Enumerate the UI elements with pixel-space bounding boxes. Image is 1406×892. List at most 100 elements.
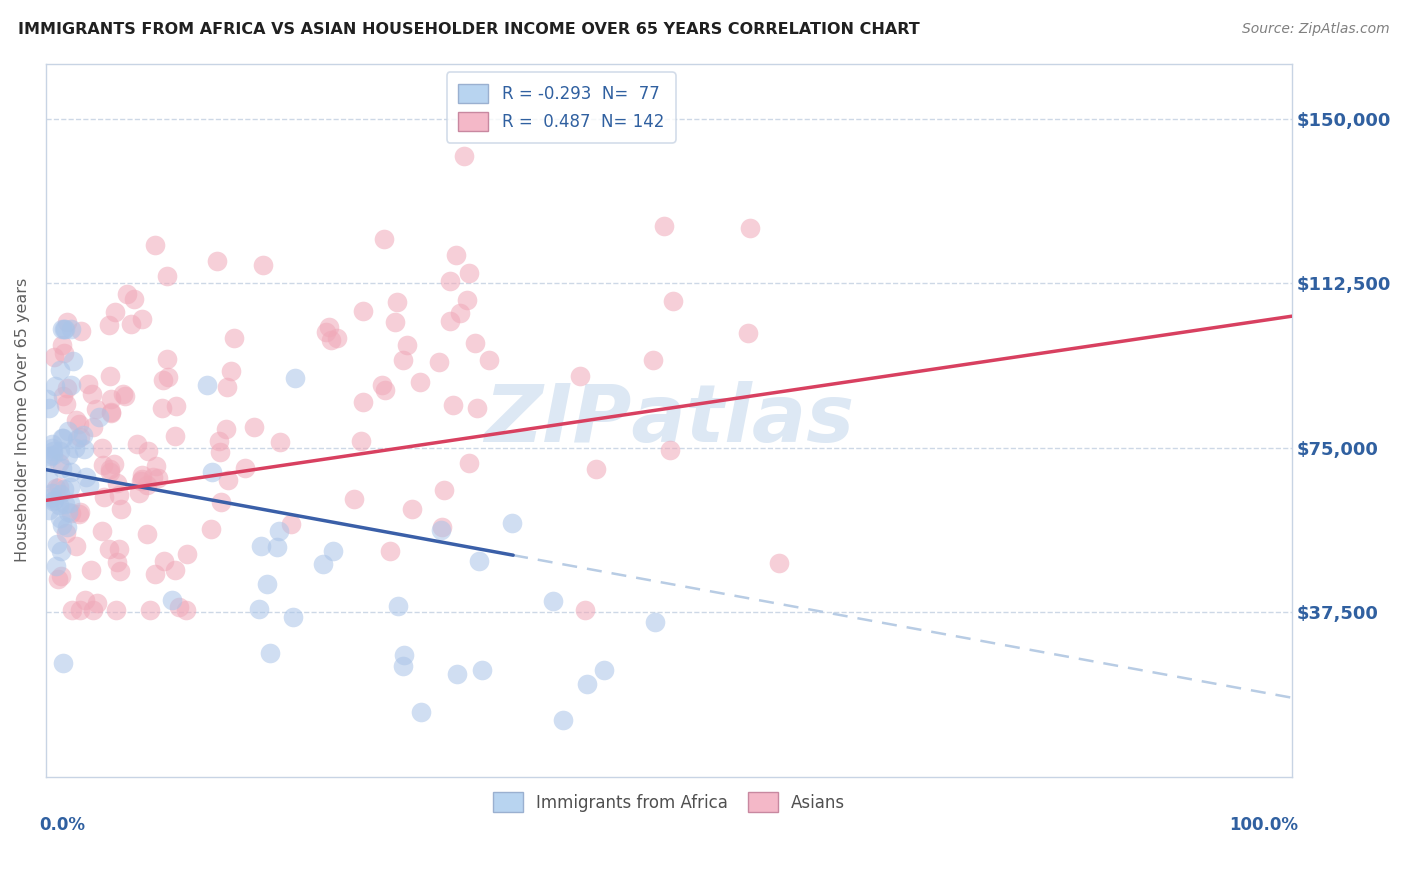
Point xyxy=(91,458,114,472)
Point xyxy=(77,478,100,492)
Point xyxy=(644,615,666,629)
Point xyxy=(155,352,177,367)
Point xyxy=(51,518,73,533)
Point xyxy=(104,305,127,319)
Point xyxy=(93,490,115,504)
Point xyxy=(53,322,76,336)
Point xyxy=(269,524,291,539)
Point xyxy=(219,364,242,378)
Point xyxy=(439,314,461,328)
Point xyxy=(280,516,302,531)
Point xyxy=(201,465,224,479)
Point xyxy=(90,524,112,539)
Point xyxy=(65,413,87,427)
Point xyxy=(127,437,149,451)
Point xyxy=(467,401,489,415)
Text: 100.0%: 100.0% xyxy=(1229,816,1298,834)
Point xyxy=(373,232,395,246)
Point xyxy=(165,428,187,442)
Point xyxy=(52,431,75,445)
Point xyxy=(48,480,70,494)
Point xyxy=(108,542,131,557)
Point xyxy=(103,457,125,471)
Point xyxy=(42,448,65,462)
Point xyxy=(439,274,461,288)
Point xyxy=(217,380,239,394)
Point xyxy=(370,378,392,392)
Point xyxy=(42,494,65,508)
Point xyxy=(138,603,160,617)
Point xyxy=(501,516,523,531)
Point xyxy=(585,462,607,476)
Point xyxy=(256,576,278,591)
Point xyxy=(467,554,489,568)
Point xyxy=(120,317,142,331)
Point xyxy=(55,526,77,541)
Point xyxy=(59,506,82,520)
Point xyxy=(325,331,347,345)
Point xyxy=(35,392,58,406)
Point xyxy=(471,663,494,677)
Point xyxy=(100,406,122,420)
Point xyxy=(46,572,69,586)
Point xyxy=(69,505,91,519)
Point xyxy=(122,292,145,306)
Point xyxy=(90,441,112,455)
Point xyxy=(60,603,83,617)
Point xyxy=(58,480,80,494)
Point xyxy=(165,399,187,413)
Point xyxy=(69,324,91,338)
Point xyxy=(42,350,65,364)
Point xyxy=(163,563,186,577)
Point xyxy=(167,600,190,615)
Point xyxy=(150,401,173,415)
Point xyxy=(457,456,479,470)
Point xyxy=(322,544,344,558)
Point xyxy=(69,430,91,444)
Point xyxy=(52,389,75,403)
Point xyxy=(115,286,138,301)
Point xyxy=(82,603,104,617)
Point xyxy=(269,435,291,450)
Point xyxy=(48,487,70,501)
Point xyxy=(427,355,450,369)
Point xyxy=(72,428,94,442)
Point xyxy=(575,677,598,691)
Point xyxy=(352,395,374,409)
Point xyxy=(195,377,218,392)
Point xyxy=(654,219,676,233)
Point xyxy=(67,507,90,521)
Point xyxy=(56,519,79,533)
Point xyxy=(49,443,72,458)
Point xyxy=(62,353,84,368)
Point xyxy=(51,338,73,352)
Point xyxy=(58,424,80,438)
Point xyxy=(446,248,468,262)
Point xyxy=(394,648,416,663)
Point xyxy=(49,543,72,558)
Point xyxy=(86,402,108,417)
Point xyxy=(409,376,432,390)
Text: ZIP​atlas: ZIP​atlas xyxy=(484,382,853,459)
Point xyxy=(343,492,366,507)
Point xyxy=(174,603,197,617)
Point xyxy=(217,473,239,487)
Point xyxy=(82,419,104,434)
Point xyxy=(768,556,790,570)
Point xyxy=(49,363,72,377)
Point xyxy=(266,541,288,555)
Point xyxy=(59,496,82,510)
Point xyxy=(252,258,274,272)
Point xyxy=(60,465,83,479)
Point xyxy=(658,443,681,458)
Point xyxy=(49,569,72,583)
Point xyxy=(55,397,77,411)
Point xyxy=(41,437,63,451)
Point xyxy=(100,405,122,419)
Point xyxy=(259,646,281,660)
Point xyxy=(156,370,179,384)
Point xyxy=(153,554,176,568)
Point xyxy=(51,322,73,336)
Point xyxy=(86,596,108,610)
Point xyxy=(89,410,111,425)
